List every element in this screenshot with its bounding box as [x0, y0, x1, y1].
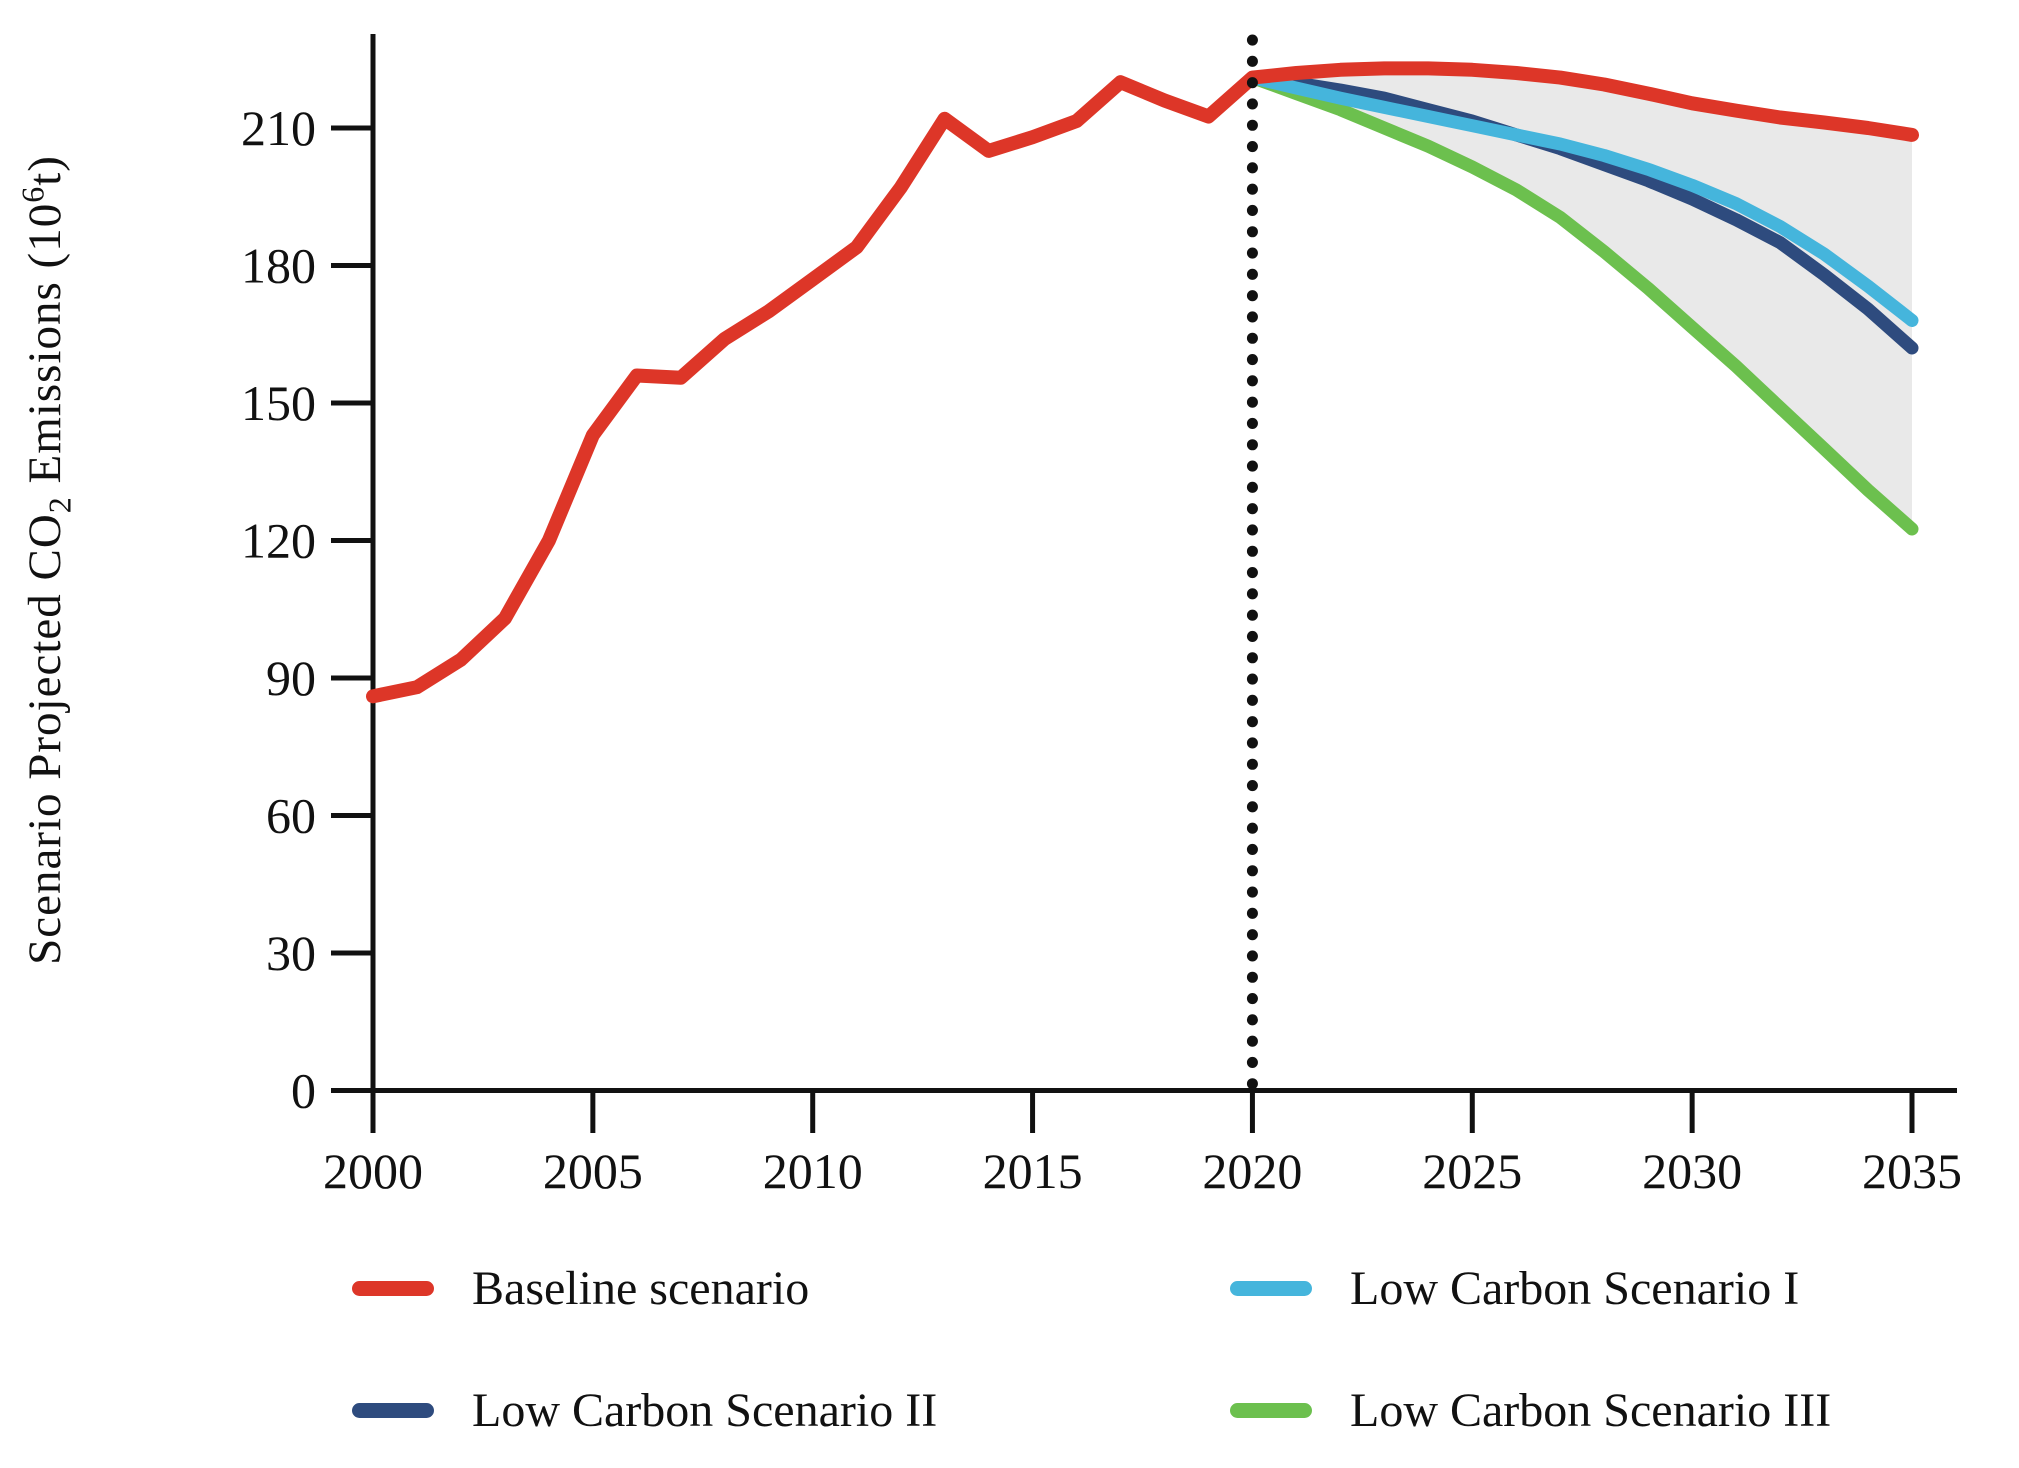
y-tick-label: 30	[266, 925, 316, 981]
x-tick-label: 2005	[543, 1143, 643, 1199]
legend-label: Low Carbon Scenario III	[1350, 1383, 1832, 1437]
y-axis-title-text: t)	[19, 155, 72, 186]
scenario-uncertainty-band	[1252, 68, 1912, 530]
x-tick-label: 2010	[763, 1143, 863, 1199]
legend-swatch-scenario-2	[352, 1402, 434, 1418]
y-tick-label: 60	[266, 788, 316, 844]
legend-swatch-scenario-3	[1230, 1402, 1312, 1418]
legend-label: Low Carbon Scenario II	[472, 1383, 938, 1437]
x-tick-label: 2015	[983, 1143, 1083, 1199]
y-axis-title: Scenario Projected CO2 Emissions (106t)	[15, 155, 78, 965]
y-axis-title-text: Scenario Projected CO	[19, 513, 72, 965]
x-tick-label: 2035	[1862, 1143, 1962, 1199]
x-tick-label: 2030	[1642, 1143, 1742, 1199]
legend-item-low-carbon-scenario-3: Low Carbon Scenario III	[1230, 1375, 1831, 1445]
legend-item-low-carbon-scenario-1: Low Carbon Scenario I	[1230, 1253, 1799, 1323]
y-axis-title-text: Emissions (10	[19, 202, 72, 497]
x-tick-label: 2020	[1202, 1143, 1302, 1199]
x-tick-label: 2025	[1422, 1143, 1522, 1199]
legend-label: Baseline scenario	[472, 1261, 810, 1315]
legend-item-baseline-scenario: Baseline scenario	[352, 1253, 809, 1323]
y-tick-label: 150	[241, 375, 316, 431]
y-tick-label: 210	[241, 100, 316, 156]
x-tick-label: 2000	[323, 1143, 423, 1199]
legend-swatch-scenario-1	[1230, 1280, 1312, 1296]
y-tick-label: 120	[241, 513, 316, 569]
y-tick-label: 0	[291, 1063, 316, 1119]
y-tick-label: 180	[241, 238, 316, 294]
series-line-low-carbon-scenario-i	[1245, 71, 1919, 327]
series-line-low-carbon-scenario-iii	[1245, 71, 1919, 536]
y-tick-label: 90	[266, 650, 316, 706]
legend-label: Low Carbon Scenario I	[1350, 1261, 1800, 1315]
legend-swatch-baseline	[352, 1280, 434, 1296]
legend-item-low-carbon-scenario-2: Low Carbon Scenario II	[352, 1375, 937, 1445]
series-line-baseline-scenario	[366, 61, 1919, 704]
y-axis-title-superscript: 6	[15, 185, 51, 203]
y-axis-title-subscript: 2	[42, 496, 78, 514]
series-line-low-carbon-scenario-ii	[1245, 71, 1919, 355]
